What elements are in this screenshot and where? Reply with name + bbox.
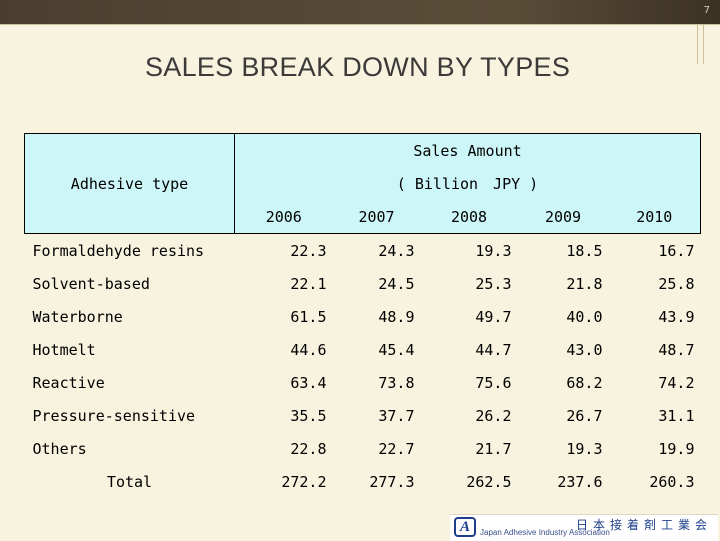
cell-value: 45.4 <box>378 340 415 359</box>
cell-value: 75.6 <box>475 373 512 392</box>
cell-value: 25.8 <box>658 274 695 293</box>
total-value: 260.3 <box>649 472 695 491</box>
cell-value: 21.7 <box>475 439 512 458</box>
cell-value: 40.0 <box>566 307 603 326</box>
cell-value: 18.5 <box>566 241 603 260</box>
cell-value: 25.3 <box>475 274 512 293</box>
logo-name-jp: 日本接着剤工業会 <box>575 518 712 532</box>
table-row: Solvent-based 22.1 24.5 25.3 21.8 25.8 <box>25 267 701 300</box>
top-bar: 7 <box>0 0 720 24</box>
cell-value: 19.3 <box>475 241 512 260</box>
table-row: Formaldehyde resins 22.3 24.3 19.3 18.5 … <box>25 234 701 268</box>
year-header: 2006 <box>234 200 333 234</box>
cell-value: 44.7 <box>475 340 512 359</box>
header-row-unit: ( Billion JPY ) <box>25 167 701 200</box>
cell-value: 63.4 <box>290 373 327 392</box>
cell-value: 37.7 <box>378 406 415 425</box>
cell-value: 24.5 <box>378 274 415 293</box>
cell-value: 22.8 <box>290 439 327 458</box>
table-row: Hotmelt 44.6 45.4 44.7 43.0 48.7 <box>25 333 701 366</box>
page-number: 7 <box>703 5 710 16</box>
cell-value: 74.2 <box>658 373 695 392</box>
sales-amount-header: Sales Amount <box>234 133 701 167</box>
row-label: Pressure-sensitive <box>32 406 196 425</box>
row-label: Waterborne <box>32 307 123 326</box>
table-row: Waterborne 61.5 48.9 49.7 40.0 43.9 <box>25 300 701 333</box>
total-value: 272.2 <box>281 472 327 491</box>
logo-mark-icon: A <box>454 517 476 537</box>
row-label: Formaldehyde resins <box>32 241 205 260</box>
unit-header: ( Billion JPY ) <box>234 167 701 200</box>
top-bar-divider <box>0 24 720 25</box>
cell-value: 22.7 <box>378 439 415 458</box>
cell-value: 43.0 <box>566 340 603 359</box>
cell-value: 35.5 <box>290 406 327 425</box>
rail-line-right <box>703 24 704 64</box>
cell-value: 73.8 <box>378 373 415 392</box>
cell-value: 16.7 <box>658 241 695 260</box>
row-label: Reactive <box>32 373 105 392</box>
sales-table: Adhesive type Sales Amount ( Billion JPY… <box>24 133 701 498</box>
year-header: 2009 <box>517 200 609 234</box>
row-label: Solvent-based <box>32 274 150 293</box>
row-label: Others <box>32 439 87 458</box>
row-label: Hotmelt <box>32 340 96 359</box>
total-value: 262.5 <box>466 472 512 491</box>
rail-line-left <box>697 24 698 64</box>
cell-value: 26.2 <box>475 406 512 425</box>
cell-value: 49.7 <box>475 307 512 326</box>
total-row: Total 272.2 277.3 262.5 237.6 260.3 <box>25 465 701 498</box>
year-header: 2008 <box>420 200 518 234</box>
logo-name-en: Japan Adhesive Industry Association <box>480 528 610 537</box>
cell-value: 22.3 <box>290 241 327 260</box>
year-header: 2010 <box>608 200 701 234</box>
cell-value: 31.1 <box>658 406 695 425</box>
cell-value: 68.2 <box>566 373 603 392</box>
cell-value: 44.6 <box>290 340 327 359</box>
cell-value: 19.9 <box>658 439 695 458</box>
cell-value: 22.1 <box>290 274 327 293</box>
table-row: Reactive 63.4 73.8 75.6 68.2 74.2 <box>25 366 701 399</box>
total-label: Total <box>106 472 153 491</box>
table-row: Others 22.8 22.7 21.7 19.3 19.9 <box>25 432 701 465</box>
cell-value: 48.9 <box>378 307 415 326</box>
table-row: Pressure-sensitive 35.5 37.7 26.2 26.7 3… <box>25 399 701 432</box>
year-header: 2007 <box>332 200 421 234</box>
adhesive-type-header: Adhesive type <box>24 133 235 234</box>
cell-value: 24.3 <box>378 241 415 260</box>
cell-value: 43.9 <box>658 307 695 326</box>
cell-value: 21.8 <box>566 274 603 293</box>
cell-value: 48.7 <box>658 340 695 359</box>
cell-value: 61.5 <box>290 307 327 326</box>
slide-title: SALES BREAK DOWN BY TYPES <box>145 52 571 82</box>
total-value: 237.6 <box>557 472 603 491</box>
cell-value: 26.7 <box>566 406 603 425</box>
cell-value: 19.3 <box>566 439 603 458</box>
header-row-amount: Adhesive type Sales Amount <box>24 133 701 234</box>
total-value: 277.3 <box>369 472 415 491</box>
header-row-years: 2006 2007 2008 2009 2010 <box>25 200 701 234</box>
association-logo: A 日本接着剤工業会 Japan Adhesive Industry Assoc… <box>450 514 718 541</box>
